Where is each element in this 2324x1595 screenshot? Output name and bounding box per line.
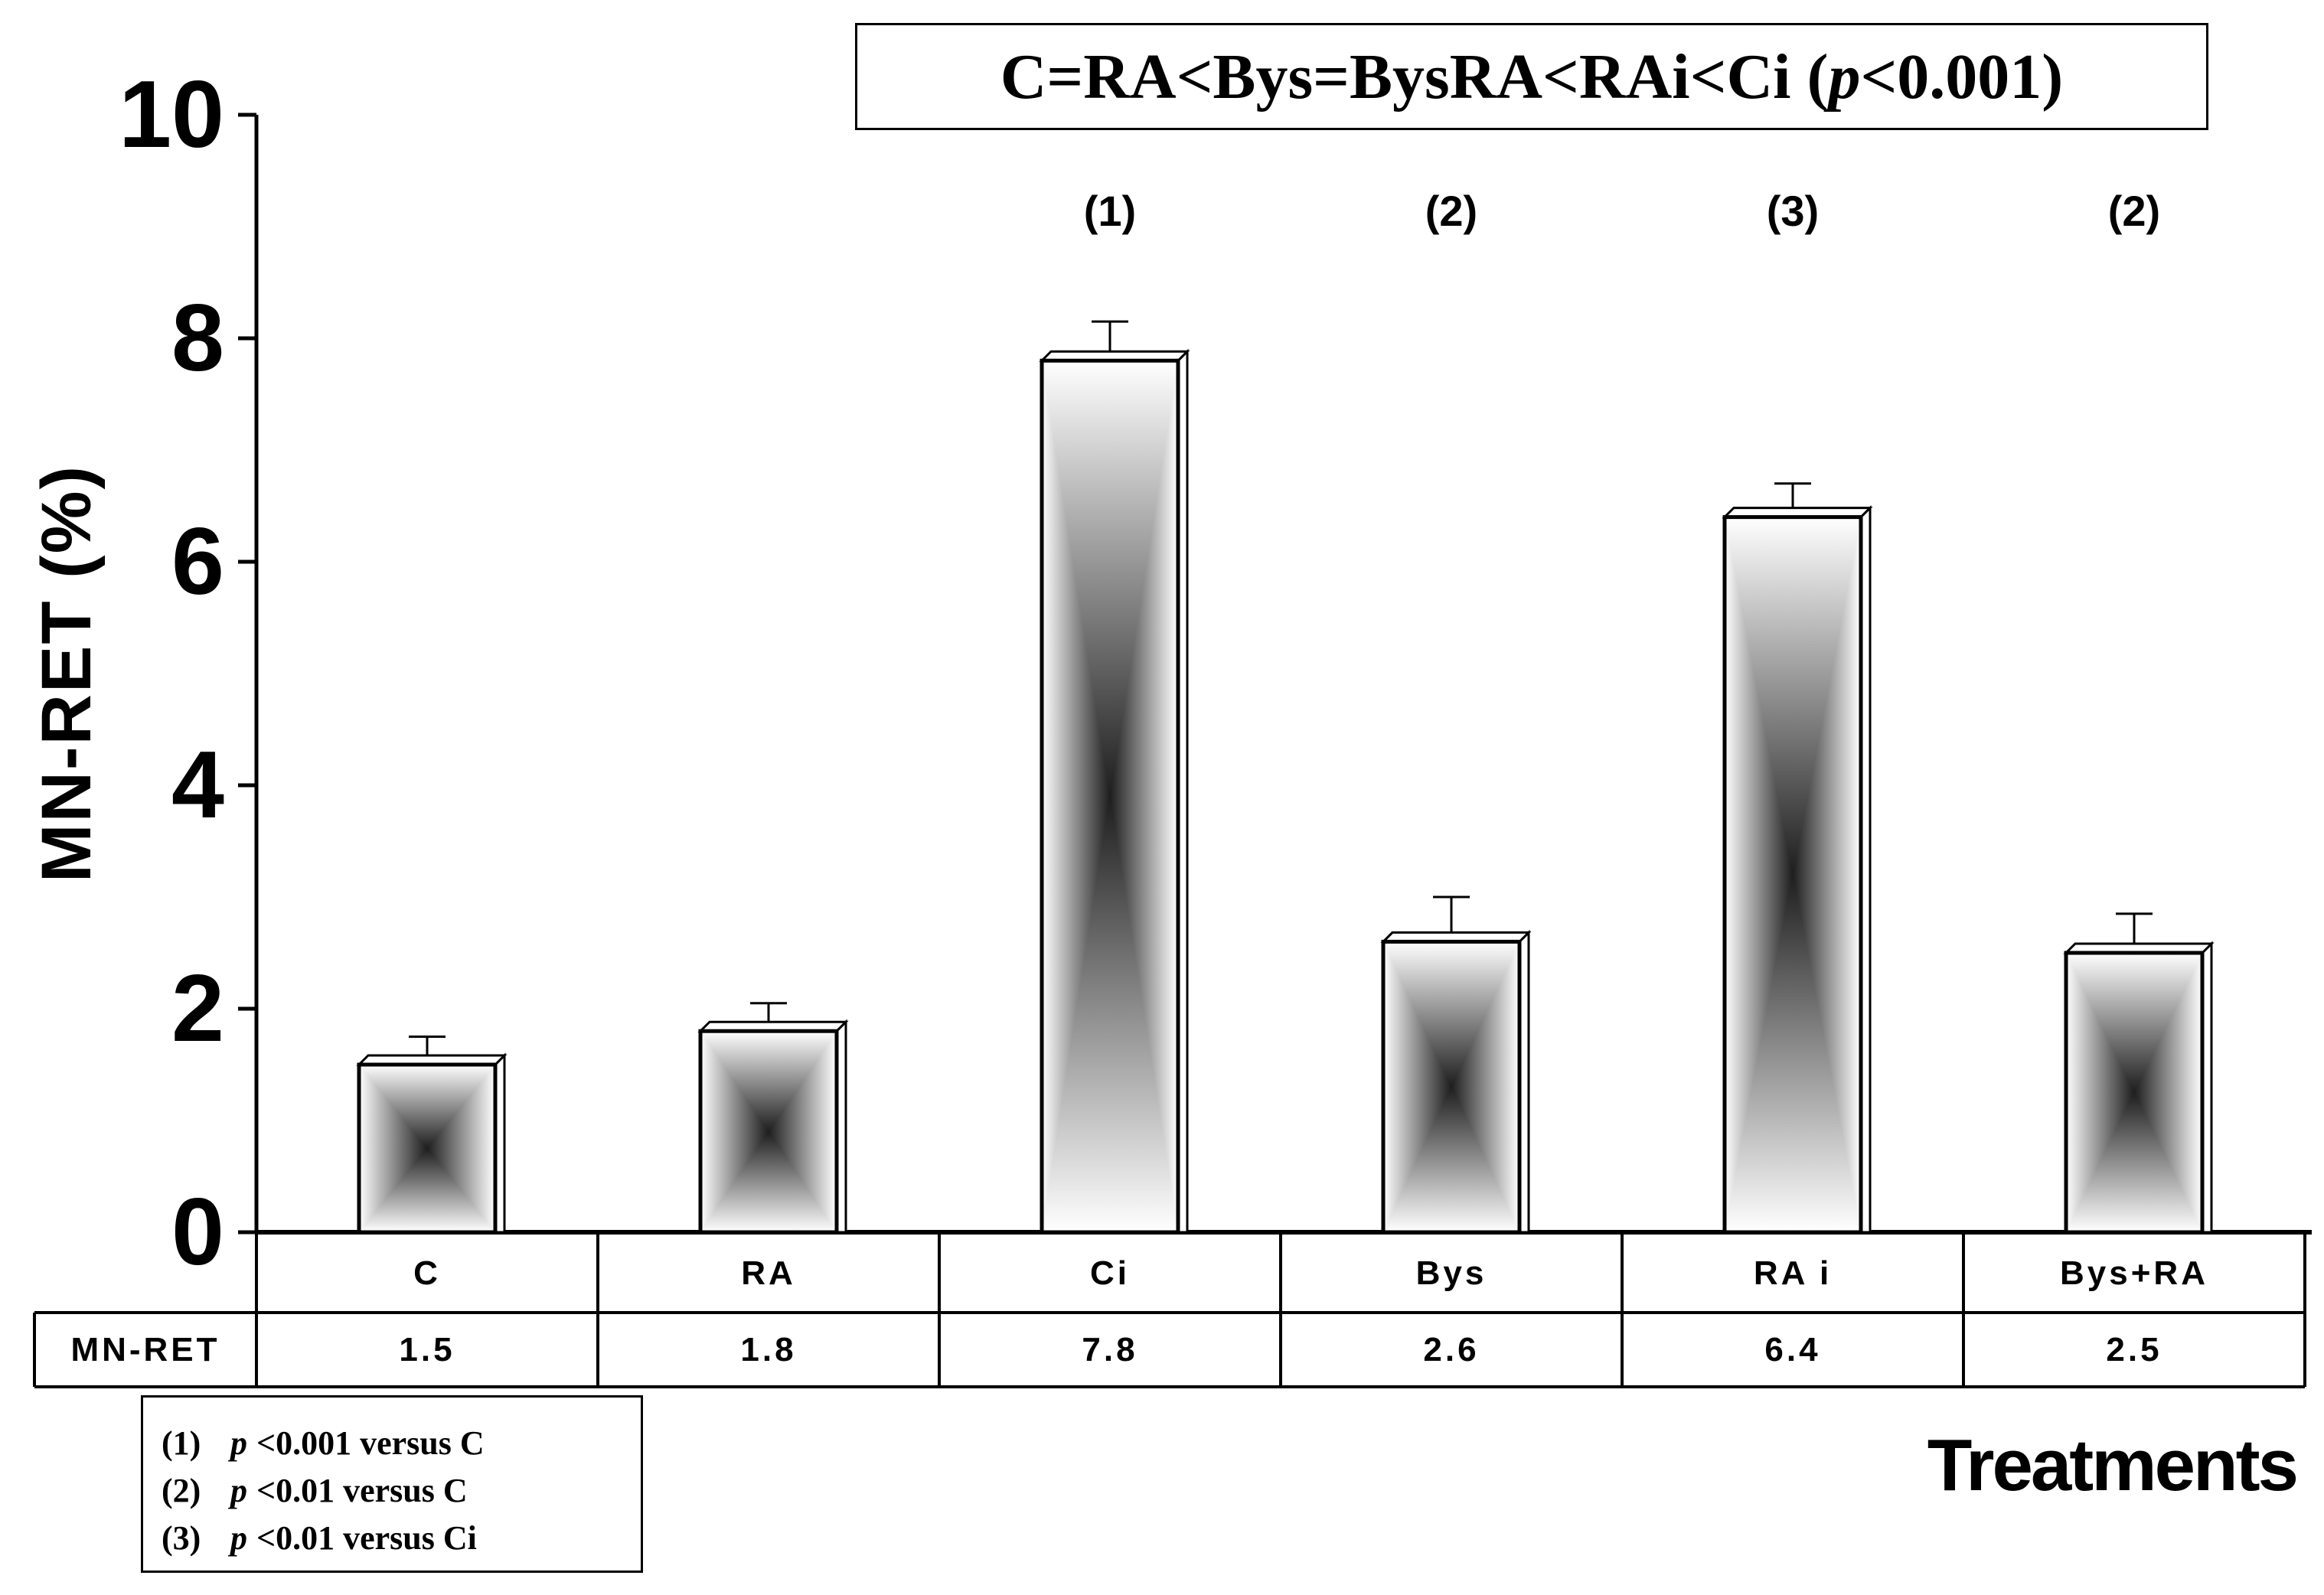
legend-item: (2) p <0.01 versus C [162,1466,641,1514]
y-tick-label: 4 [171,732,224,838]
x-tick-label: RA i [1754,1254,1832,1292]
title-suffix: <0.001) [1860,41,2064,113]
legend-text: <0.01 versus C [256,1471,468,1509]
y-tick-label: 2 [171,956,224,1062]
bar [1040,358,1180,1235]
table-value: 1.5 [399,1331,455,1368]
bar [1722,515,1863,1235]
y-axis-label: MN-RET (%) [28,465,106,882]
legend-p: p [230,1471,247,1509]
title-prefix: C=RA<Bys=BysRA<RAi<Ci ( [1000,41,1829,113]
x-tick-label: RA [741,1254,796,1292]
bar [2064,951,2205,1235]
x-tick-label: Bys+RA [2060,1254,2208,1292]
x-tick-label: C [413,1254,441,1292]
table-value: 2.6 [1423,1331,1479,1368]
legend-text: <0.001 versus C [256,1424,485,1462]
bar [698,1029,839,1235]
bar [357,1062,498,1235]
title-p: p [1828,41,1861,113]
significance-label: (1) [1084,187,1136,235]
bar-shade [359,1065,495,1232]
x-tick-label: Ci [1090,1254,1130,1292]
significance-label: (2) [2108,187,2160,235]
legend-p: p [230,1518,247,1557]
table-value: 7.8 [1082,1331,1138,1368]
significance-label: (3) [1767,187,1819,235]
y-tick-label: 10 [119,62,224,168]
bar-shade [1383,941,1519,1232]
bar-shade [1725,517,1861,1232]
legend-number: (1) [162,1424,201,1462]
significance-legend: (1) p <0.001 versus C (2) p <0.01 versus… [141,1395,643,1573]
legend-number: (2) [162,1471,201,1509]
significance-label: (2) [1425,187,1477,235]
y-tick-label: 8 [171,285,224,391]
legend-p: p [230,1424,247,1462]
x-tick-label: Bys [1416,1254,1487,1292]
bar-shade [700,1031,837,1232]
x-axis-label: Treatments [1927,1424,2299,1506]
table-value: 6.4 [1764,1331,1820,1368]
y-tick-label: 6 [171,509,224,615]
legend-number: (3) [162,1518,201,1557]
table-value: 2.5 [2106,1331,2162,1368]
table-row-label: MN-RET [70,1331,220,1368]
bar-shade [1042,360,1178,1233]
legend-text: <0.01 versus Ci [256,1518,477,1557]
bar-shade [2066,953,2202,1232]
y-tick-label: 0 [171,1179,224,1285]
legend-item: (1) p <0.001 versus C [162,1419,641,1466]
legend-item: (3) p <0.01 versus Ci [162,1514,641,1561]
chart-title: C=RA<Bys=BysRA<RAi<Ci (p <0.001) [855,23,2208,130]
bar [1381,939,1522,1235]
table-value: 1.8 [740,1331,796,1368]
